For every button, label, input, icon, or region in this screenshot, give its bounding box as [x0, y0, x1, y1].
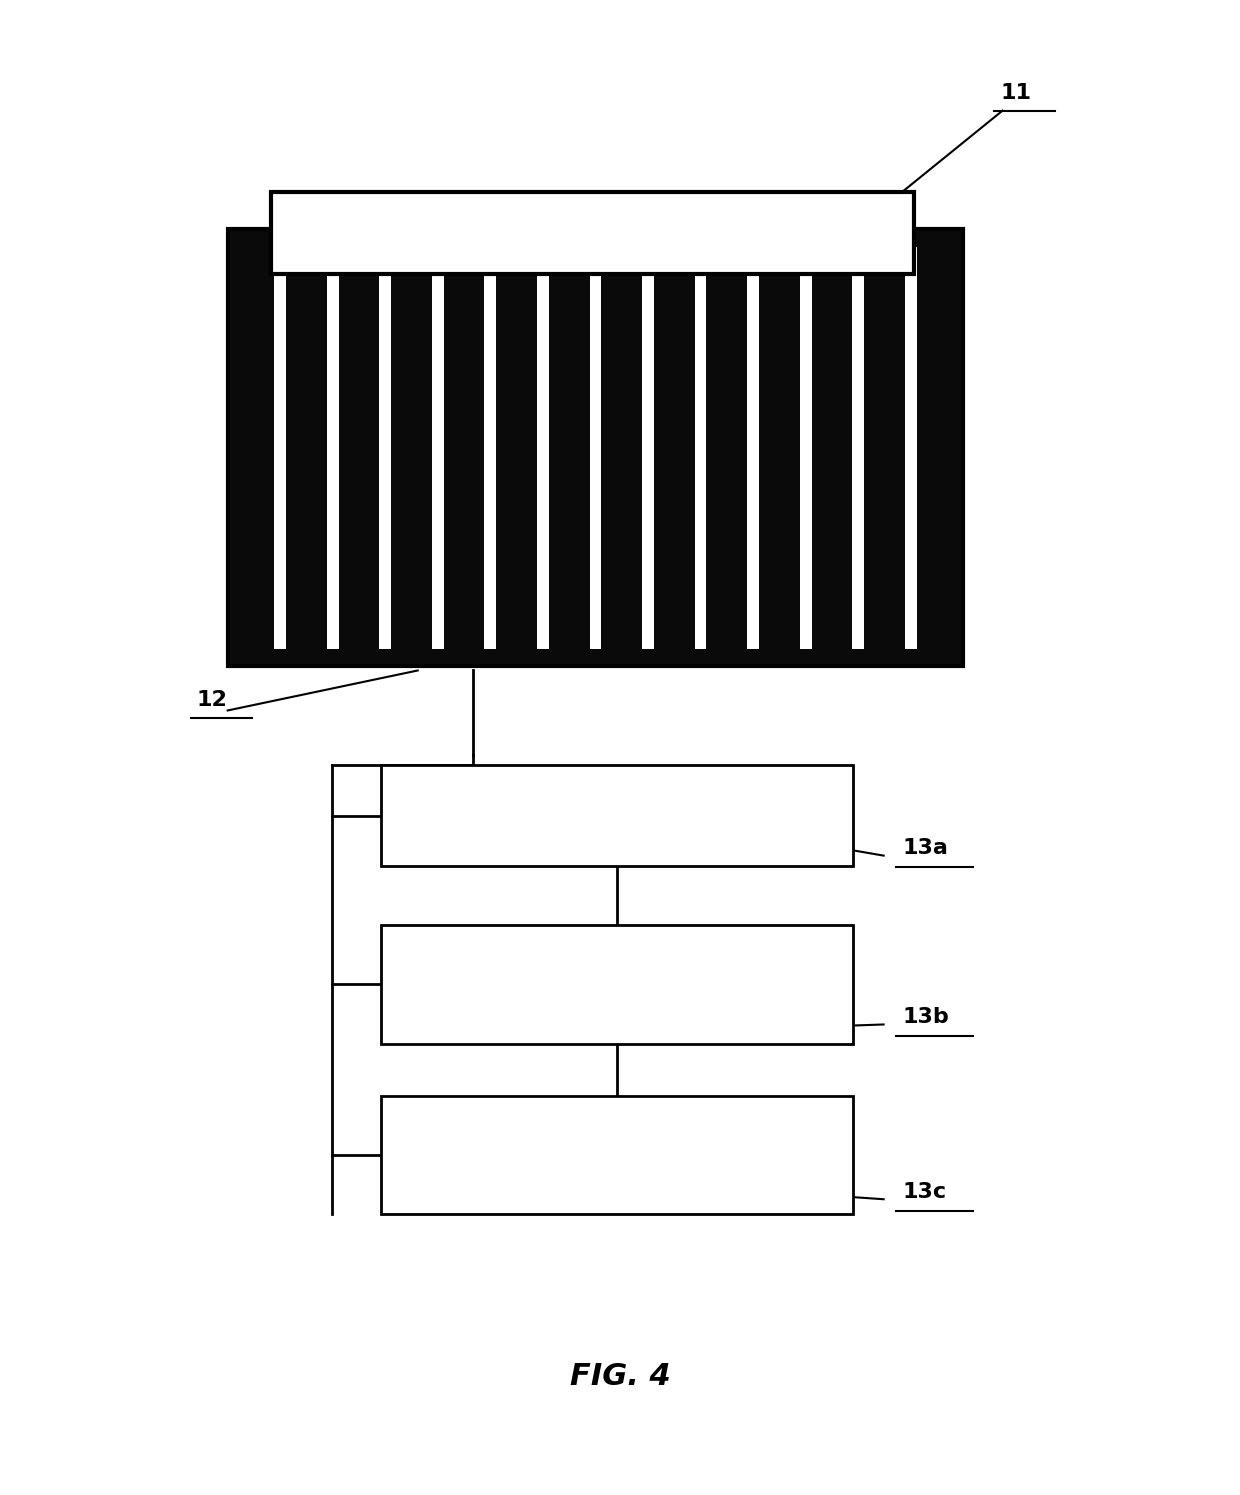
Text: FIG. 4: FIG. 4 — [569, 1362, 671, 1392]
Bar — [694, 247, 707, 649]
Bar — [228, 229, 963, 667]
Bar — [381, 1096, 853, 1214]
Bar — [270, 191, 914, 274]
Bar — [748, 247, 759, 649]
Text: CONTROLLING
UNIT: CONTROLLING UNIT — [528, 1132, 706, 1177]
Bar — [589, 247, 601, 649]
Text: DETERMINING
UNIT: DETERMINING UNIT — [529, 963, 704, 1006]
Text: 13b: 13b — [901, 1008, 949, 1027]
Bar — [327, 247, 339, 649]
Bar — [381, 925, 853, 1044]
Text: 13c: 13c — [901, 1183, 946, 1202]
Text: 13a: 13a — [901, 839, 947, 858]
Bar — [800, 247, 811, 649]
Bar — [642, 247, 653, 649]
Bar — [379, 247, 391, 649]
Bar — [432, 247, 444, 649]
Bar — [381, 765, 853, 866]
Text: 11: 11 — [1001, 84, 1032, 103]
Text: 12: 12 — [197, 691, 228, 710]
Bar — [852, 247, 864, 649]
Bar — [537, 247, 549, 649]
Text: TRACING UNIT: TRACING UNIT — [528, 806, 706, 825]
Bar — [274, 247, 286, 649]
Bar — [905, 247, 916, 649]
Bar — [485, 247, 496, 649]
